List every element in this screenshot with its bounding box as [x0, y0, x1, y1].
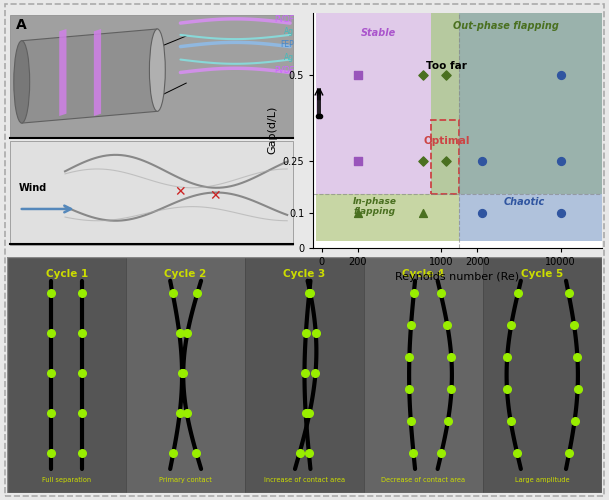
Point: [353, 71, 362, 79]
Bar: [126, 257, 245, 492]
Text: Ag: Ag: [284, 53, 294, 62]
Bar: [483, 257, 602, 492]
Bar: [245, 257, 364, 492]
Text: Stable: Stable: [361, 28, 396, 38]
Text: ✕: ✕: [175, 186, 186, 200]
Text: Cycle 4: Cycle 4: [402, 269, 445, 279]
Point: [353, 209, 362, 217]
Text: Decrease of contact area: Decrease of contact area: [381, 477, 465, 483]
Ellipse shape: [149, 29, 165, 112]
Text: Out-phase flapping: Out-phase flapping: [453, 21, 559, 31]
Text: FEP: FEP: [281, 40, 294, 50]
Point: [477, 209, 487, 217]
Polygon shape: [59, 29, 66, 116]
Point: [556, 158, 566, 166]
Bar: [7, 257, 126, 492]
Point: [418, 158, 428, 166]
Bar: [459, 12, 602, 194]
Point: [442, 158, 451, 166]
Bar: [431, 12, 602, 194]
Text: Primary contact: Primary contact: [159, 477, 212, 483]
Text: PVDF: PVDF: [274, 66, 294, 74]
FancyBboxPatch shape: [10, 140, 293, 246]
Ellipse shape: [14, 40, 30, 123]
Point: [418, 209, 428, 217]
Text: Chaotic: Chaotic: [504, 196, 546, 206]
Text: Full separation: Full separation: [42, 477, 91, 483]
Point: [556, 209, 566, 217]
Point: [477, 158, 487, 166]
Y-axis label: Gap(d/L): Gap(d/L): [267, 106, 277, 154]
FancyBboxPatch shape: [10, 15, 293, 137]
Bar: [316, 194, 459, 241]
Text: Increase of contact area: Increase of contact area: [264, 477, 345, 483]
Text: Wind: Wind: [19, 184, 47, 194]
Text: Ag: Ag: [284, 27, 294, 36]
Bar: [364, 257, 483, 492]
Point: [442, 71, 451, 79]
Point: [418, 71, 428, 79]
Text: A: A: [16, 18, 27, 32]
Text: Too far: Too far: [426, 61, 467, 71]
Text: PVDF: PVDF: [274, 15, 294, 24]
Polygon shape: [94, 29, 101, 116]
Text: Large amplitude: Large amplitude: [515, 477, 569, 483]
Text: Cycle 5: Cycle 5: [521, 269, 563, 279]
Point: [353, 158, 362, 166]
Text: ✕: ✕: [209, 189, 221, 203]
Text: Cycle 1: Cycle 1: [46, 269, 88, 279]
Text: In-phase
flapping: In-phase flapping: [353, 196, 397, 216]
Bar: [431, 120, 459, 194]
Bar: [316, 12, 431, 194]
Polygon shape: [22, 29, 157, 123]
Bar: [459, 194, 602, 241]
Text: Cycle 3: Cycle 3: [283, 269, 326, 279]
Point: [556, 71, 566, 79]
Text: Optimal: Optimal: [423, 136, 470, 145]
X-axis label: Reynolds number (Re): Reynolds number (Re): [395, 272, 519, 282]
Text: Cycle 2: Cycle 2: [164, 269, 206, 279]
